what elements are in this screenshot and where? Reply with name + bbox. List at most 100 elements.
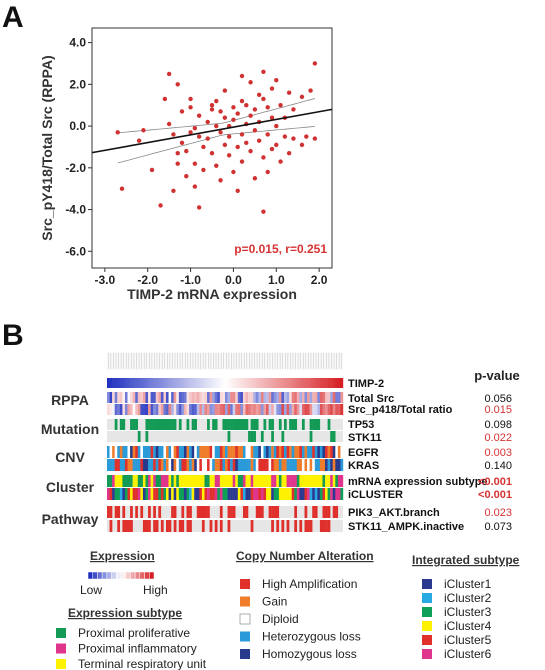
- heatmap-cell: [183, 459, 187, 471]
- heatmap-cell: [124, 446, 128, 458]
- heatmap-cell: [212, 419, 215, 430]
- heatmap-cell: [204, 459, 208, 471]
- heatmap-cell: [217, 378, 221, 388]
- ci-lower-line: [117, 126, 315, 164]
- heatmap-cell: [130, 378, 133, 388]
- heatmap-cell: [150, 488, 154, 500]
- heatmap-cell: [173, 404, 177, 415]
- heatmap-cell: [227, 404, 231, 415]
- heatmap-cell: [237, 378, 241, 388]
- p-value: 0.022: [484, 432, 512, 444]
- heatmap-cell: [301, 419, 305, 430]
- ci-upper-line: [117, 98, 316, 134]
- heatmap-cell: [312, 475, 315, 487]
- heatmap-cell: [112, 459, 115, 471]
- heatmap-cell: [227, 392, 231, 403]
- heatmap-cell: [225, 404, 228, 415]
- heatmap-cell: [124, 520, 128, 532]
- heatmap-cell: [217, 392, 221, 403]
- gradient-swatch: [144, 571, 150, 580]
- heatmap-cell: [330, 378, 333, 388]
- row-label: PIK3_AKT.branch: [348, 507, 440, 519]
- heatmap-cell: [181, 378, 185, 388]
- data-point: [214, 163, 219, 168]
- heatmap-cell: [284, 459, 287, 471]
- heatmap-cell: [196, 459, 200, 471]
- heatmap-cell: [119, 475, 123, 487]
- heatmap-cell: [186, 378, 190, 388]
- heatmap-cell: [340, 475, 344, 487]
- heatmap-cell: [163, 475, 167, 487]
- heatmap-cell: [127, 404, 131, 415]
- heatmap-cell: [150, 378, 154, 388]
- heatmap-cell: [168, 419, 172, 430]
- gradient-swatch: [149, 571, 155, 580]
- heatmap-cell: [207, 419, 210, 430]
- row-label: iCLUSTER: [348, 489, 403, 501]
- heatmap-cell: [327, 404, 331, 415]
- heatmap-cell: [158, 459, 162, 471]
- heatmap-cell: [140, 392, 144, 403]
- heatmap-cell: [284, 392, 287, 403]
- heatmap-cell: [289, 378, 292, 388]
- heatmap-cell: [335, 488, 339, 500]
- heatmap-cell: [122, 520, 126, 532]
- category-label: Cluster: [46, 479, 95, 495]
- heatmap-cell: [319, 446, 323, 458]
- heatmap-cell: [114, 404, 118, 415]
- heatmap-cell: [309, 475, 313, 487]
- heatmap-cell: [176, 404, 180, 415]
- heatmap-cell: [332, 475, 336, 487]
- heatmap-cell: [219, 475, 223, 487]
- heatmap-cell: [304, 446, 308, 458]
- heatmap-cell: [245, 446, 249, 458]
- heatmap-cell: [201, 378, 205, 388]
- legend-cna: Copy Number Alteration High Amplificatio…: [236, 549, 374, 661]
- heatmap-cell: [191, 459, 195, 471]
- heatmap-cell: [178, 446, 182, 458]
- heatmap-cell: [189, 446, 192, 458]
- heatmap-cell: [314, 506, 318, 518]
- legend-label: iCluster3: [444, 605, 492, 619]
- heatmap-cell: [191, 475, 195, 487]
- data-point: [291, 107, 296, 112]
- heatmap-cell: [255, 404, 259, 415]
- heatmap-cell: [322, 475, 326, 487]
- heatmap-cell: [278, 488, 282, 500]
- heatmap-cell: [148, 459, 151, 471]
- heatmap-cell: [132, 475, 136, 487]
- heatmap-cell: [235, 419, 239, 430]
- heatmap-cell: [176, 446, 180, 458]
- sample-id-strip: [107, 352, 343, 370]
- heatmap-cell: [317, 404, 321, 415]
- heatmap-cell: [263, 446, 267, 458]
- heatmap-cell: [340, 404, 344, 415]
- heatmap-cell: [325, 459, 328, 471]
- heatmap-cell: [273, 392, 277, 403]
- heatmap-cell: [173, 459, 177, 471]
- heatmap-cell: [204, 446, 208, 458]
- heatmap-cell: [312, 506, 315, 518]
- heatmap-cell: [117, 404, 121, 415]
- heatmap-cell: [235, 488, 239, 500]
- heatmap-cell: [181, 506, 185, 518]
- heatmap-cell: [191, 488, 195, 500]
- heatmap-cell: [137, 488, 141, 500]
- heatmap-cell: [235, 446, 239, 458]
- heatmap-categories: RPPA Mutation CNV Cluster Pathway: [41, 392, 99, 527]
- heatmap-cell: [114, 378, 118, 388]
- data-point: [274, 77, 279, 83]
- heatmap-cell: [158, 378, 162, 388]
- heatmap-cell: [281, 520, 285, 532]
- heatmap-cell: [235, 404, 239, 415]
- heatmap-cell: [335, 446, 339, 458]
- p-value: 0.015: [484, 404, 512, 416]
- legend-label: Heterozygous loss: [262, 630, 361, 644]
- data-point: [252, 128, 258, 133]
- heatmap-cell: [183, 446, 187, 458]
- heatmap-cell: [317, 378, 321, 388]
- data-point: [269, 146, 275, 152]
- heatmap-cell: [119, 378, 123, 388]
- heatmap-cell: [268, 419, 272, 430]
